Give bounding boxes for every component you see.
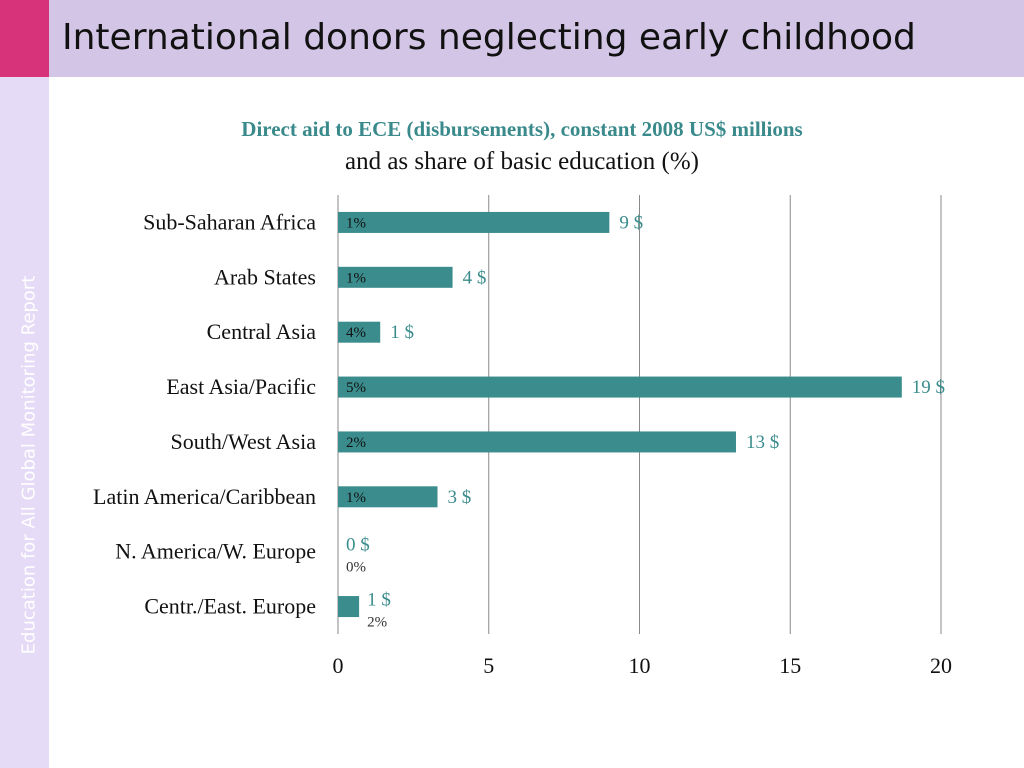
share-label: 5%: [346, 380, 366, 396]
value-label: 0 $: [346, 535, 370, 556]
x-tick-label: 0: [333, 653, 344, 678]
chart-subtitle: and as share of basic education (%): [344, 148, 700, 175]
value-label: 3 $: [447, 487, 471, 508]
share-label: 1%: [346, 490, 366, 506]
share-label: 1%: [346, 215, 366, 231]
x-tick-label: 10: [629, 653, 651, 678]
category-label: South/West Asia: [170, 429, 316, 454]
category-label: Latin America/Caribbean: [93, 484, 316, 509]
bar: [338, 321, 381, 343]
share-label: 1%: [346, 270, 366, 286]
x-tick-label: 20: [930, 653, 952, 678]
share-label: 4%: [346, 325, 366, 341]
value-label: 4 $: [463, 267, 487, 288]
category-label: Central Asia: [207, 319, 317, 344]
category-label: Centr./East. Europe: [144, 594, 316, 619]
bar: [338, 376, 902, 398]
x-tick-label: 5: [483, 653, 494, 678]
value-label: 1 $: [390, 322, 414, 343]
accent-square: [0, 0, 49, 77]
share-label: 0%: [346, 560, 366, 576]
bar: [338, 211, 610, 233]
category-label: N. America/W. Europe: [115, 539, 316, 564]
title-bar: [0, 0, 1024, 77]
bar: [338, 431, 736, 453]
bar: [338, 596, 360, 618]
value-label: 13 $: [746, 432, 779, 453]
slide-title: International donors neglecting early ch…: [62, 17, 916, 58]
x-tick-label: 15: [779, 653, 801, 678]
category-label: Sub-Saharan Africa: [143, 209, 316, 234]
category-label: Arab States: [214, 264, 316, 289]
share-label: 2%: [367, 615, 387, 631]
chart-title: Direct aid to ECE (disbursements), const…: [241, 117, 803, 141]
side-strip: [0, 77, 49, 768]
category-label: East Asia/Pacific: [166, 374, 316, 399]
value-label: 19 $: [912, 377, 945, 398]
share-label: 2%: [346, 435, 366, 451]
value-label: 1 $: [367, 590, 391, 611]
bar: [338, 266, 453, 288]
value-label: 9 $: [619, 212, 643, 233]
bar: [338, 486, 438, 508]
